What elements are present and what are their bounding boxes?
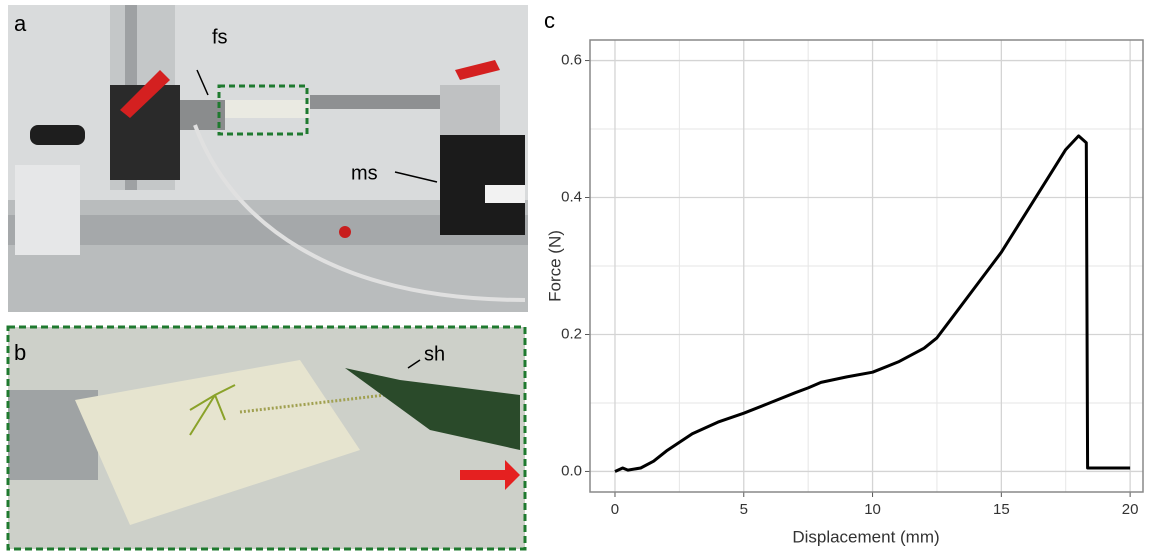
annotation: ms [351,162,378,184]
x-tick-label: 10 [864,501,881,518]
y-tick-label: 0.4 [561,188,582,205]
panel-label: c [544,8,555,33]
photo-b [6,325,527,551]
plot-border [589,39,1144,493]
panel-label: b [14,340,26,365]
y-tick-label: 0.0 [561,462,582,479]
panel-label: a [14,11,27,36]
data-line [614,134,1131,473]
x-tick-label: 20 [1122,501,1139,518]
y-tick-label: 0.2 [561,325,582,342]
photo-a [8,5,528,312]
x-tick-label: 15 [993,501,1010,518]
x-tick-label: 0 [611,501,619,518]
y-axis-title: Force (N) [545,230,564,302]
x-axis-title: Displacement (mm) [792,527,939,546]
x-tick-label: 5 [740,501,748,518]
y-tick-label: 0.6 [561,52,582,69]
annotation: sh [424,343,445,365]
annotation: fs [212,26,228,48]
